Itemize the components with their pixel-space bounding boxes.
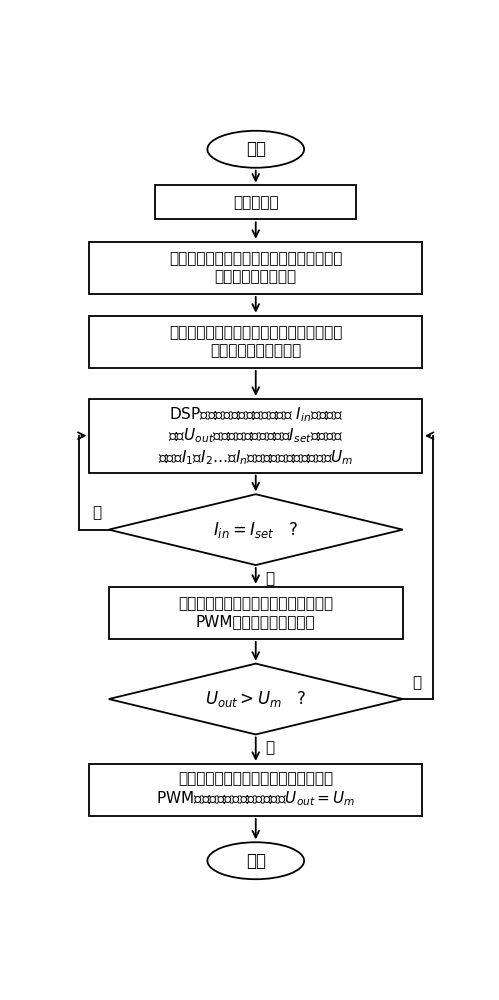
Bar [89,399,422,473]
Bar [109,587,403,639]
Bar [89,316,422,368]
Text: 按计算得到的支路电流比调整各相支路
PWM脉冲信号占空比大小: 按计算得到的支路电流比调整各相支路 PWM脉冲信号占空比大小 [178,597,333,629]
Text: 按计算得到的支路电流比调整各相支路
PWM脉冲信号占空比大小，直至$U_{out}=U_m$: 按计算得到的支路电流比调整各相支路 PWM脉冲信号占空比大小，直至$U_{out… [156,772,355,808]
Text: 否: 否 [412,675,422,690]
Text: 是: 是 [92,505,101,520]
Text: 系统初始化: 系统初始化 [233,195,278,210]
Text: 开始: 开始 [246,140,266,158]
Text: 是: 是 [265,741,274,756]
Text: $U_{out}>U_m$   ?: $U_{out}>U_m$ ? [205,689,306,709]
Bar [89,764,422,816]
Text: 支路电流比计算模块根据各相支路温度值计
算得到各相支路电流比: 支路电流比计算模块根据各相支路温度值计 算得到各相支路电流比 [169,326,342,358]
Text: 支路电流比计算模块获取各相支路温度值，
并进行相关滤波处理: 支路电流比计算模块获取各相支路温度值， 并进行相关滤波处理 [169,252,342,284]
Text: $I_{in}=I_{set}$   ?: $I_{in}=I_{set}$ ? [213,520,298,540]
Text: 否: 否 [265,571,274,586]
Bar [155,185,356,219]
Text: 结束: 结束 [246,852,266,870]
Text: DSP控制器模块获取输入电流值 $I_{in}$、输出电
压值$U_{out}$、整车需求输入电流值$I_{set}$及各支路
电流值$I_1$、$I_2$…、: DSP控制器模块获取输入电流值 $I_{in}$、输出电 压值$U_{out}$… [158,405,353,467]
Bar [89,242,422,294]
